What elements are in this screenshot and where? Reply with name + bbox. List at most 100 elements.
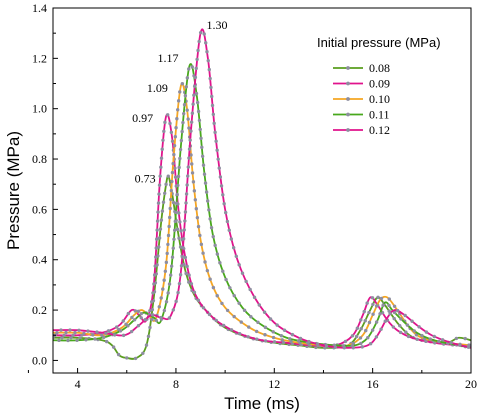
- series-marker: [289, 339, 293, 344]
- series-marker: [157, 305, 161, 309]
- series-marker: [234, 254, 238, 259]
- series-marker: [249, 315, 253, 319]
- series-marker: [156, 201, 161, 205]
- legend-item: 0.11: [333, 108, 390, 122]
- series-marker: [420, 333, 424, 338]
- series-marker: [364, 328, 368, 333]
- series-marker: [159, 156, 164, 160]
- series-marker: [186, 117, 190, 121]
- legend-marker: [346, 112, 350, 117]
- series-marker: [186, 174, 190, 178]
- series-marker: [116, 352, 121, 357]
- series-marker: [271, 330, 275, 334]
- series-marker: [167, 224, 171, 229]
- series-marker: [211, 234, 215, 239]
- series-marker: [211, 112, 216, 117]
- series-marker: [155, 228, 159, 232]
- series-marker: [139, 316, 143, 320]
- series-marker: [166, 291, 170, 295]
- series-marker: [207, 312, 212, 317]
- series-marker: [203, 260, 207, 264]
- series-marker: [432, 334, 436, 339]
- series-marker: [237, 332, 242, 336]
- series-marker: [155, 219, 160, 223]
- series-marker: [359, 341, 363, 346]
- series-marker: [182, 111, 186, 116]
- series-marker: [167, 282, 172, 286]
- peak-annotation: 1.30: [207, 18, 228, 32]
- series-marker: [215, 252, 220, 256]
- series-marker: [256, 320, 260, 325]
- x-tick-label: 12: [268, 377, 280, 391]
- series-marker: [219, 184, 224, 188]
- series-marker: [152, 282, 156, 286]
- series-marker: [342, 346, 347, 350]
- plot-frame: [52, 7, 472, 374]
- legend-label: 0.12: [369, 123, 390, 137]
- series-marker: [168, 206, 172, 211]
- series-marker: [214, 318, 218, 323]
- series-marker: [359, 327, 363, 331]
- series-marker: [199, 136, 203, 141]
- series-marker: [244, 279, 248, 284]
- series-marker: [379, 327, 383, 331]
- series-marker: [166, 233, 171, 238]
- series-marker: [392, 304, 397, 309]
- series-marker: [210, 103, 215, 108]
- series-marker: [170, 179, 174, 184]
- series-marker: [55, 330, 59, 335]
- series-marker: [187, 126, 191, 130]
- series-marker: [388, 311, 392, 316]
- series-marker: [366, 336, 370, 340]
- series-marker: [144, 343, 149, 347]
- series-marker: [225, 308, 230, 313]
- series-marker: [166, 174, 170, 178]
- series-marker: [227, 228, 231, 232]
- series-marker: [437, 339, 441, 344]
- series-marker: [195, 57, 199, 62]
- series-marker: [314, 345, 318, 350]
- series-marker: [398, 323, 402, 328]
- series-marker: [205, 50, 209, 54]
- series-marker: [168, 273, 173, 277]
- legend-label: 0.11: [369, 108, 390, 122]
- series-marker: [195, 215, 200, 220]
- series-marker: [175, 192, 179, 197]
- series-marker: [121, 319, 125, 323]
- series-marker: [143, 317, 147, 322]
- series-marker: [154, 318, 158, 323]
- series-marker: [375, 304, 379, 308]
- series-marker: [192, 290, 197, 294]
- series-marker: [392, 316, 396, 321]
- series-marker: [66, 338, 70, 343]
- series-marker: [125, 356, 129, 360]
- series-marker: [186, 165, 191, 169]
- series-marker: [167, 215, 172, 220]
- series-marker: [162, 278, 166, 282]
- series-marker: [60, 335, 64, 340]
- series-0_12: [53, 28, 471, 350]
- legend-label: 0.10: [369, 92, 390, 106]
- series-marker: [57, 338, 61, 343]
- series-marker: [157, 236, 162, 240]
- series-marker: [163, 191, 167, 195]
- series-marker: [176, 174, 181, 179]
- series-marker: [190, 111, 195, 115]
- peak-annotation: 0.97: [132, 111, 153, 125]
- series-marker: [126, 311, 131, 316]
- series-marker: [185, 183, 189, 187]
- series-marker: [247, 325, 251, 329]
- series-marker: [133, 309, 138, 313]
- series-marker: [178, 273, 183, 277]
- series-marker: [354, 334, 359, 339]
- series-marker: [154, 255, 158, 259]
- series-marker: [279, 333, 284, 338]
- series-marker: [205, 199, 210, 203]
- series-marker: [172, 143, 177, 148]
- series-marker: [242, 308, 247, 313]
- series-marker: [220, 301, 224, 306]
- series-marker: [192, 189, 197, 193]
- series-marker: [162, 308, 167, 313]
- series-marker: [159, 315, 163, 320]
